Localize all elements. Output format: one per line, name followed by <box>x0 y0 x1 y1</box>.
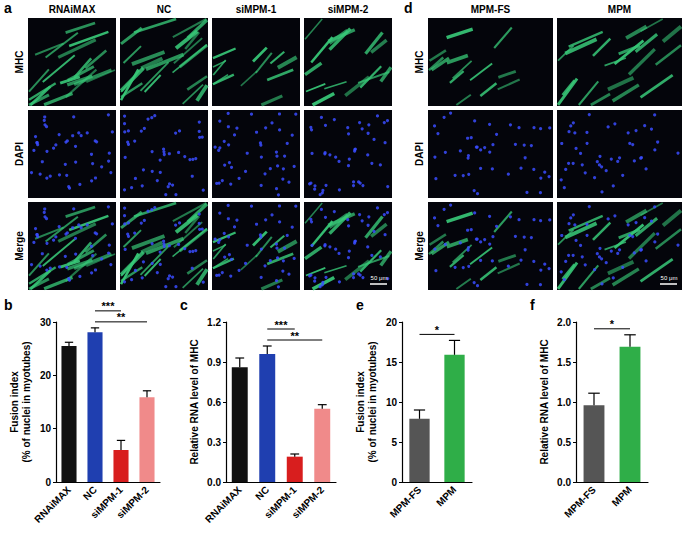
svg-text:0.9: 0.9 <box>207 357 221 368</box>
svg-text:Relative RNA level of MHC: Relative RNA level of MHC <box>189 339 200 464</box>
svg-text:*: * <box>610 318 615 330</box>
svg-text:5: 5 <box>391 437 397 448</box>
svg-text:30: 30 <box>40 317 52 328</box>
svg-text:b: b <box>4 297 13 313</box>
svg-text:0.3: 0.3 <box>207 437 221 448</box>
svg-text:Relative RNA level of MHC: Relative RNA level of MHC <box>539 339 550 464</box>
svg-text:50 μm: 50 μm <box>371 275 388 281</box>
svg-text:RNAiMAX: RNAiMAX <box>49 4 96 15</box>
svg-text:siMPM-2: siMPM-2 <box>328 4 369 15</box>
svg-text:f: f <box>530 297 535 313</box>
svg-text:RNAiMAX: RNAiMAX <box>203 484 244 525</box>
svg-text:MPM-FS: MPM-FS <box>562 484 598 520</box>
svg-text:MPM: MPM <box>610 484 634 508</box>
svg-text:0.0: 0.0 <box>207 477 221 488</box>
svg-text:Merge: Merge <box>414 231 425 261</box>
svg-text:**: ** <box>117 311 126 323</box>
svg-text:***: *** <box>102 300 116 312</box>
svg-text:DAPI: DAPI <box>414 142 425 166</box>
svg-text:NC: NC <box>253 484 271 502</box>
svg-text:*: * <box>435 324 440 336</box>
svg-text:e: e <box>356 297 364 313</box>
svg-text:Fusion index: Fusion index <box>9 371 20 433</box>
svg-text:0.6: 0.6 <box>207 397 221 408</box>
svg-text:siMPM-1: siMPM-1 <box>88 484 125 521</box>
svg-text:1.2: 1.2 <box>207 317 221 328</box>
svg-text:c: c <box>180 297 188 313</box>
svg-text:MHC: MHC <box>414 51 425 74</box>
svg-text:siMPM-2: siMPM-2 <box>290 484 327 521</box>
svg-text:1.5: 1.5 <box>557 357 571 368</box>
svg-text:siMPM-2: siMPM-2 <box>114 484 151 521</box>
svg-text:MPM: MPM <box>608 4 631 15</box>
svg-text:NC: NC <box>157 4 171 15</box>
svg-text:20: 20 <box>40 370 52 381</box>
svg-text:d: d <box>404 0 413 16</box>
svg-text:***: *** <box>275 319 289 331</box>
svg-text:0.5: 0.5 <box>557 437 571 448</box>
svg-text:siMPM-1: siMPM-1 <box>262 484 299 521</box>
svg-text:15: 15 <box>386 357 398 368</box>
svg-text:0: 0 <box>45 477 51 488</box>
svg-text:NC: NC <box>81 484 99 502</box>
svg-text:Fusion index: Fusion index <box>355 371 366 433</box>
svg-text:0.0: 0.0 <box>557 477 571 488</box>
svg-text:20: 20 <box>386 317 398 328</box>
svg-text:a: a <box>4 0 12 16</box>
svg-text:0: 0 <box>391 477 397 488</box>
svg-text:10: 10 <box>40 423 52 434</box>
svg-text:10: 10 <box>386 397 398 408</box>
svg-text:2.0: 2.0 <box>557 317 571 328</box>
svg-text:50 μm: 50 μm <box>661 275 678 281</box>
svg-text:MHC: MHC <box>14 51 25 74</box>
svg-text:MPM-FS: MPM-FS <box>388 484 424 520</box>
svg-text:siMPM-1: siMPM-1 <box>236 4 277 15</box>
svg-text:DAPI: DAPI <box>14 142 25 166</box>
svg-text:Merge: Merge <box>14 231 25 261</box>
svg-text:1.0: 1.0 <box>557 397 571 408</box>
svg-text:(% of nuclei in myotubes): (% of nuclei in myotubes) <box>21 341 32 462</box>
svg-text:MPM-FS: MPM-FS <box>471 4 511 15</box>
svg-text:MPM: MPM <box>434 484 458 508</box>
svg-text:**: ** <box>290 330 299 342</box>
svg-text:RNAiMAX: RNAiMAX <box>32 484 73 525</box>
svg-text:(% of nuclei in myotubes): (% of nuclei in myotubes) <box>367 341 378 462</box>
